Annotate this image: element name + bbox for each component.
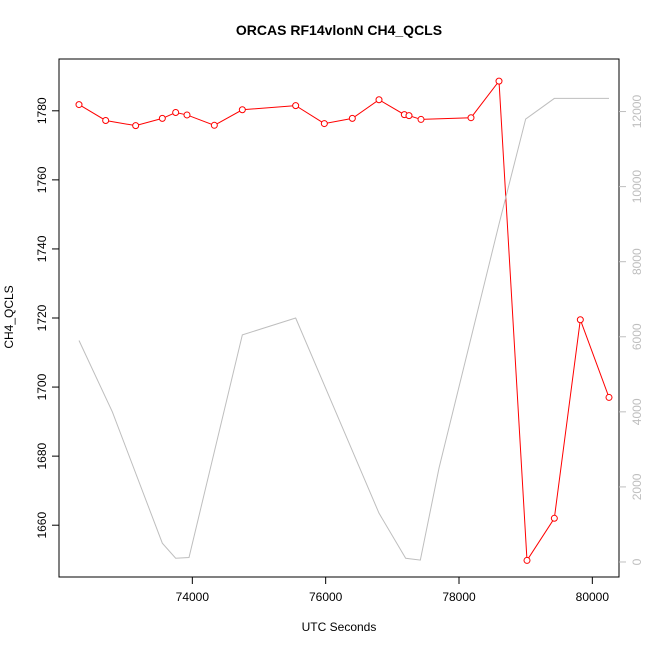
y2-tick-label: 8000 bbox=[630, 248, 644, 275]
data-point bbox=[405, 112, 413, 120]
x-tick-label: 80000 bbox=[576, 590, 610, 604]
left-y-axis: 1660 1680 1700 1720 1740 1760 1780 bbox=[35, 97, 59, 539]
y2-tick-label: 10000 bbox=[630, 170, 644, 204]
data-point bbox=[523, 556, 531, 564]
data-point bbox=[550, 514, 558, 522]
y-tick-label: 1700 bbox=[35, 373, 49, 400]
data-point bbox=[576, 316, 584, 324]
series-layer bbox=[75, 77, 613, 564]
data-point bbox=[348, 114, 356, 122]
plot-frame bbox=[58, 58, 620, 578]
data-point bbox=[183, 111, 191, 119]
data-point bbox=[467, 114, 475, 122]
data-point bbox=[292, 102, 300, 110]
data-point bbox=[375, 96, 383, 104]
data-point bbox=[75, 101, 83, 109]
x-tick-label: 74000 bbox=[176, 590, 210, 604]
y-tick-label: 1740 bbox=[35, 235, 49, 262]
x-axis: 74000 76000 78000 80000 bbox=[176, 577, 610, 604]
data-point bbox=[238, 106, 246, 114]
x-tick-label: 78000 bbox=[442, 590, 476, 604]
right-y-axis: 0 2000 4000 6000 8000 10000 12000 bbox=[619, 95, 644, 565]
data-point bbox=[495, 77, 503, 85]
chart-title: ORCAS RF14vlonN CH4_QCLS bbox=[236, 22, 442, 38]
data-point bbox=[320, 120, 328, 128]
y2-tick-label: 2000 bbox=[630, 473, 644, 500]
y-tick-label: 1680 bbox=[35, 442, 49, 469]
y2-tick-label: 4000 bbox=[630, 398, 644, 425]
data-point bbox=[210, 121, 218, 129]
y-tick-label: 1780 bbox=[35, 97, 49, 124]
data-point bbox=[605, 393, 613, 401]
y-tick-label: 1660 bbox=[35, 512, 49, 539]
data-point bbox=[172, 109, 180, 117]
y-tick-label: 1760 bbox=[35, 166, 49, 193]
x-tick-label: 76000 bbox=[309, 590, 343, 604]
plot-area bbox=[58, 58, 620, 578]
data-point bbox=[417, 115, 425, 123]
y-axis-label: CH4_QCLS bbox=[2, 285, 16, 348]
x-axis-label: UTC Seconds bbox=[302, 620, 377, 634]
data-point bbox=[158, 114, 166, 122]
y2-tick-label: 0 bbox=[630, 558, 644, 565]
series-line-left bbox=[78, 79, 610, 562]
series-line-right bbox=[78, 97, 609, 561]
y-tick-label: 1720 bbox=[35, 304, 49, 331]
y2-tick-label: 6000 bbox=[630, 323, 644, 350]
y2-tick-label: 12000 bbox=[630, 95, 644, 129]
data-point bbox=[102, 116, 110, 124]
data-point bbox=[132, 122, 140, 130]
